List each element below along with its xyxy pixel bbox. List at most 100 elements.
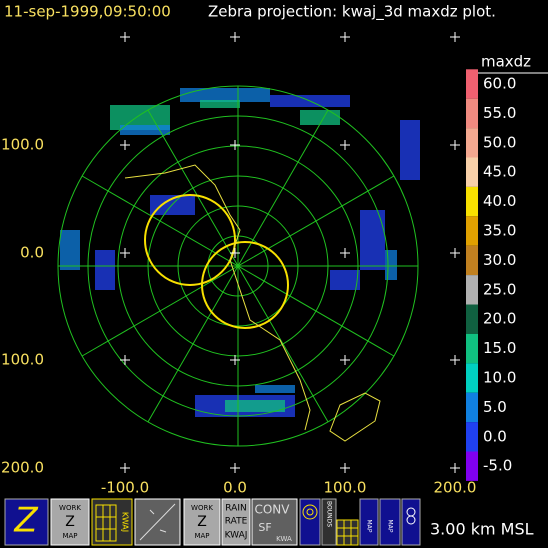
crosshair (450, 32, 460, 42)
icon-text: RAIN (225, 504, 246, 514)
icon-text: KWA (276, 535, 292, 543)
radar-circle (144, 194, 236, 286)
colorbar-swatch (466, 275, 478, 305)
colorbar-label: 35.0 (483, 222, 516, 240)
plot-area: 100.0 0.0 100.0 200.0 -100.0 0.0 100.0 200.0 (1, 32, 476, 497)
colorbar-label: 40.0 (483, 192, 516, 210)
colorbar-swatch (466, 363, 478, 393)
tool-work-1[interactable]: WORK Z MAP (50, 498, 90, 546)
crosshair (450, 355, 460, 365)
y-axis-label: 0.0 (20, 244, 44, 262)
colorbar-swatch (466, 69, 478, 99)
radar-echo (120, 125, 170, 135)
tool-rain[interactable]: RAIN RATE KWAJ (221, 498, 251, 546)
tool-work-2[interactable]: WORK Z MAP (183, 498, 221, 546)
colorbar-label: 55.0 (483, 104, 516, 122)
altitude-status: 3.00 km MSL (430, 520, 534, 539)
colorbar-swatch (466, 422, 478, 452)
crosshair (120, 32, 130, 42)
colorbar-swatch (466, 304, 478, 334)
colorbar-label: 30.0 (483, 251, 516, 269)
colorbar-label: 45.0 (483, 163, 516, 181)
tool-z[interactable]: Z (4, 498, 49, 546)
colorbar-swatch (466, 245, 478, 276)
radar-echo (385, 250, 397, 280)
crosshair (230, 32, 240, 42)
radar-echo (330, 270, 360, 290)
radar-echo (360, 210, 385, 270)
tool-rings[interactable] (299, 498, 321, 546)
x-axis-label: 0.0 (223, 479, 247, 497)
icon-text: WORK (191, 504, 213, 512)
tool-map-1[interactable]: MAP (359, 498, 379, 546)
colorbar-label: 5.0 (483, 398, 507, 416)
crosshair (450, 248, 460, 258)
colorbar: 60.0 55.0 50.0 45.0 40.0 35.0 30.0 25.0 20.0 15.0… (466, 69, 516, 481)
crosshair (120, 355, 130, 365)
colorbar-title: maxdz (481, 53, 531, 71)
radar-echo (60, 230, 80, 270)
icon-text: Z (197, 514, 207, 530)
tool-kwaj[interactable]: KWAJ (91, 498, 133, 546)
icon-text: MAP (62, 532, 77, 540)
colorbar-label: 10.0 (483, 369, 516, 387)
crosshair (120, 248, 130, 258)
colorbar-label: 60.0 (483, 75, 516, 93)
y-axis-label: 200.0 (1, 459, 44, 477)
colorbar-swatch (466, 216, 478, 246)
colorbar-swatch (466, 98, 478, 129)
crosshair (230, 355, 240, 365)
x-axis-label: 100.0 (324, 479, 367, 497)
colorbar-label: -5.0 (483, 457, 512, 475)
radar-echo (200, 100, 240, 108)
spoke (81, 175, 395, 357)
colorbar-swatch (466, 157, 478, 187)
icon-text: Z (65, 514, 75, 530)
icon-text: MAP (366, 520, 373, 533)
time-stamp: 11-sep-1999,09:50:00 (4, 3, 171, 21)
icon-text: WORK (59, 504, 81, 512)
tool-grid[interactable] (336, 519, 359, 546)
crosshair (120, 463, 130, 473)
radar-echo (180, 88, 270, 102)
tool-map-2[interactable]: MAP (379, 498, 401, 546)
radar-echo (300, 110, 340, 125)
plot-title: Zebra projection: kwaj_3d maxdz plot. (208, 3, 496, 22)
radar-echo (95, 250, 115, 290)
tool-conv[interactable]: CONV SF KWA (251, 498, 298, 546)
crosshair (340, 140, 350, 150)
crosshair (340, 355, 350, 365)
tool-overlay[interactable] (401, 498, 421, 546)
colorbar-label: 15.0 (483, 339, 516, 357)
crosshair (340, 32, 350, 42)
icon-text: KWAJ (121, 512, 130, 532)
x-axis-label: 200.0 (434, 479, 477, 497)
radar-echo (400, 120, 420, 180)
crosshair (230, 463, 240, 473)
radar-circle (201, 241, 289, 329)
icon-text: Z (13, 501, 38, 541)
y-axis-label: 100.0 (1, 351, 44, 369)
crosshair (230, 140, 240, 150)
colorbar-label: 0.0 (483, 427, 507, 445)
icon-text: BOUNDS (326, 501, 333, 527)
crosshair (230, 248, 240, 258)
colorbar-swatch (466, 186, 478, 217)
tool-bounds[interactable]: BOUNDS (321, 498, 337, 546)
colorbar-swatch (466, 451, 478, 481)
crosshair (120, 140, 130, 150)
tool-image[interactable] (134, 498, 181, 546)
crosshair (450, 463, 460, 473)
coastline (124, 164, 381, 442)
y-axis-label: 100.0 (1, 136, 44, 154)
colorbar-swatch (466, 333, 478, 364)
icon-text: KWAJ (225, 531, 248, 541)
colorbar-label: 50.0 (483, 133, 516, 151)
colorbar-swatch (466, 128, 478, 158)
icon-text: RATE (225, 517, 248, 527)
icon-text: MAP (387, 520, 394, 533)
x-axis-label: -100.0 (101, 479, 149, 497)
crosshair (450, 140, 460, 150)
